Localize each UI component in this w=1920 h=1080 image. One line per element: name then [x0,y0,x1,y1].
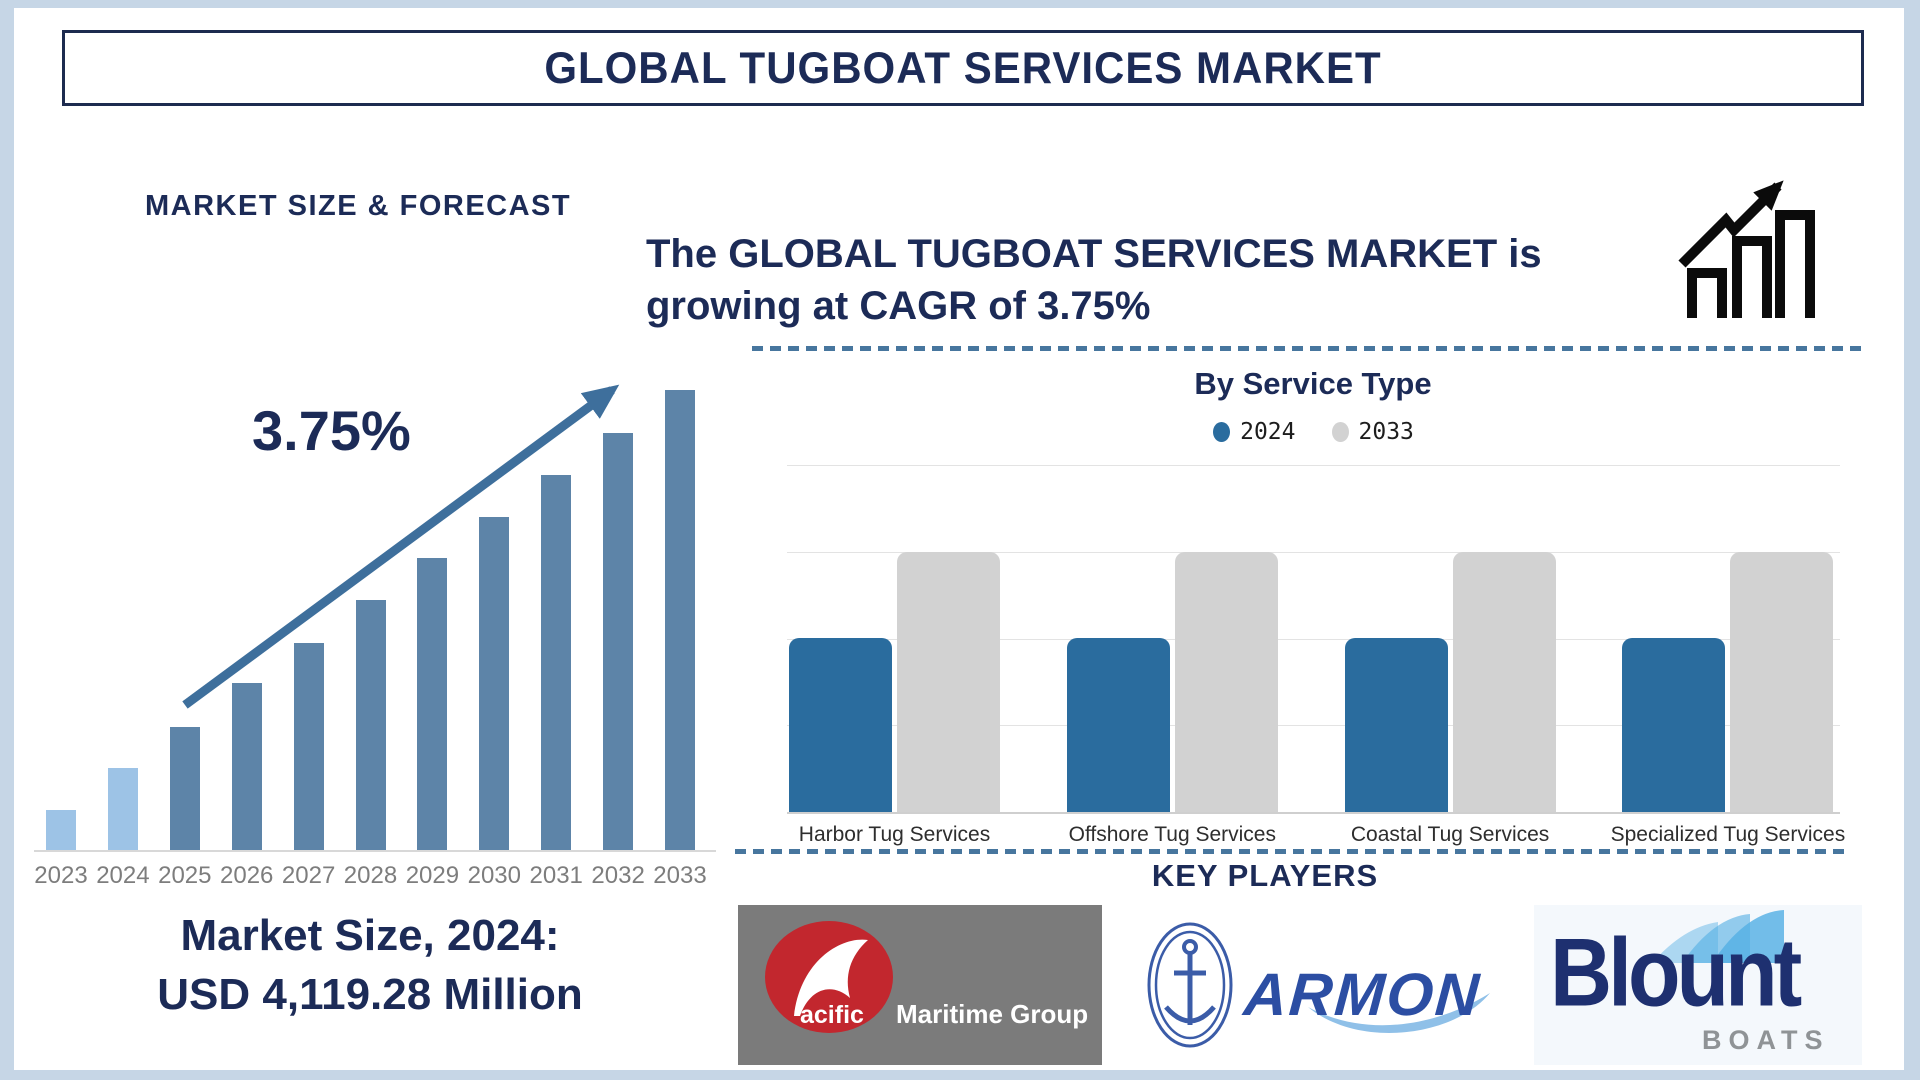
forecast-bar-2025 [169,727,200,850]
cagr-value-label: 3.75% [252,399,411,462]
dashed-divider-top [752,346,1864,351]
service-type-legend: 2024 2033 [787,419,1840,445]
headline-line1: The GLOBAL TUGBOAT SERVICES MARKET is [646,232,1542,276]
trend-arrow-icon [182,384,620,709]
logo-blount-boats: Blount BOATS [1534,905,1862,1065]
x-tick-2028: 2028 [343,862,398,889]
bar-2024-harbor-tug-services [789,638,892,812]
bar-2033-offshore-tug-services [1174,552,1278,812]
category-label: Harbor Tug Services [798,823,991,846]
market-forecast-chart [34,378,716,852]
maritime-group-logo-text: Maritime Group [896,999,1089,1029]
pacific-logo-text: acific [800,1001,864,1029]
forecast-bar-2032 [603,433,634,850]
armon-swoosh-icon [1308,993,1490,1033]
x-tick-2024: 2024 [96,862,150,889]
headline-line2: growing at CAGR of 3.75% [646,284,1151,328]
x-tick-2030: 2030 [467,862,521,889]
market-size-line2: USD 4,119.28 Million [157,970,583,1019]
forecast-bar-2029 [417,558,448,850]
x-tick-2031: 2031 [529,862,583,889]
legend-label-2024: 2024 [1240,419,1296,445]
x-axis-baseline [787,812,1840,814]
forecast-bar-2033 [665,390,695,850]
bar-2024-coastal-tug-services [1344,638,1448,812]
content-background [14,8,1904,1070]
logo-pacific-maritime-group: acific Maritime Group [738,905,1102,1065]
x-tick-2025: 2025 [158,862,212,889]
gridline [787,725,1840,726]
gridline [787,465,1840,466]
gridline [787,639,1840,640]
forecast-bar-2026 [231,683,262,850]
bar-2024-specialized-tug-services [1622,638,1726,812]
forecast-bar-2023 [46,810,76,850]
bar-2024-offshore-tug-services [1066,638,1170,812]
legend-item-2024: 2024 [1213,419,1296,445]
legend-item-2033: 2033 [1331,419,1414,445]
legend-dot-2024 [1213,422,1231,442]
legend-dot-2033 [1331,422,1349,442]
forecast-bar-2027 [293,643,324,850]
forecast-bar-2024 [107,768,138,850]
x-tick-2023: 2023 [34,862,88,889]
page-title-box: GLOBAL TUGBOAT SERVICES MARKET [62,30,1864,106]
headline: The GLOBAL TUGBOAT SERVICES MARKET is gr… [646,228,1776,332]
service-type-chart: Harbor Tug Services Offshore Tug Services… [787,465,1845,846]
bar-2033-coastal-tug-services [1452,552,1556,812]
dashed-divider-bottom [735,849,1847,854]
logo-armon: ARMON [1144,905,1494,1065]
key-players-heading: KEY PLAYERS [1151,858,1379,893]
x-tick-2032: 2032 [591,862,645,889]
x-tick-2029: 2029 [405,862,460,889]
market-size-line1: Market Size, 2024: [180,911,560,960]
x-tick-2026: 2026 [219,862,274,889]
armon-anchor-emblem-icon [1147,922,1233,1048]
category-label: Coastal Tug Services [1350,823,1550,846]
x-tick-2033: 2033 [653,862,707,889]
gridline [787,552,1840,553]
page-title: GLOBAL TUGBOAT SERVICES MARKET [544,42,1382,93]
bar-2033-harbor-tug-services [897,552,1000,812]
forecast-bar-2031 [541,475,572,850]
forecast-bar-2030 [479,517,510,850]
blount-logo-text: Blount [1550,919,1802,1027]
left-chart-heading: MARKET SIZE & FORECAST [145,190,572,222]
category-label: Specialized Tug Services [1610,823,1846,846]
service-type-chart-title: By Service Type [1194,366,1432,401]
blount-sails-icon [1652,910,1784,963]
category-label: Offshore Tug Services [1068,823,1276,846]
forecast-bar-2028 [355,600,386,850]
market-forecast-x-axis: 2023 2024 2025 2026 2027 2028 2029 2030 2031 2032… [34,862,716,894]
armon-logo-text: ARMON [1241,961,1483,1028]
blount-boats-logo-text: BOATS [1702,1025,1830,1055]
market-size-callout: Market Size, 2024: USD 4,119.28 Million [60,906,680,1024]
legend-label-2033: 2033 [1358,419,1414,445]
growth-chart-icon [1678,180,1815,318]
pacific-maritime-emblem-icon [765,921,893,1033]
bar-2033-specialized-tug-services [1730,552,1834,812]
x-tick-2027: 2027 [281,862,336,889]
